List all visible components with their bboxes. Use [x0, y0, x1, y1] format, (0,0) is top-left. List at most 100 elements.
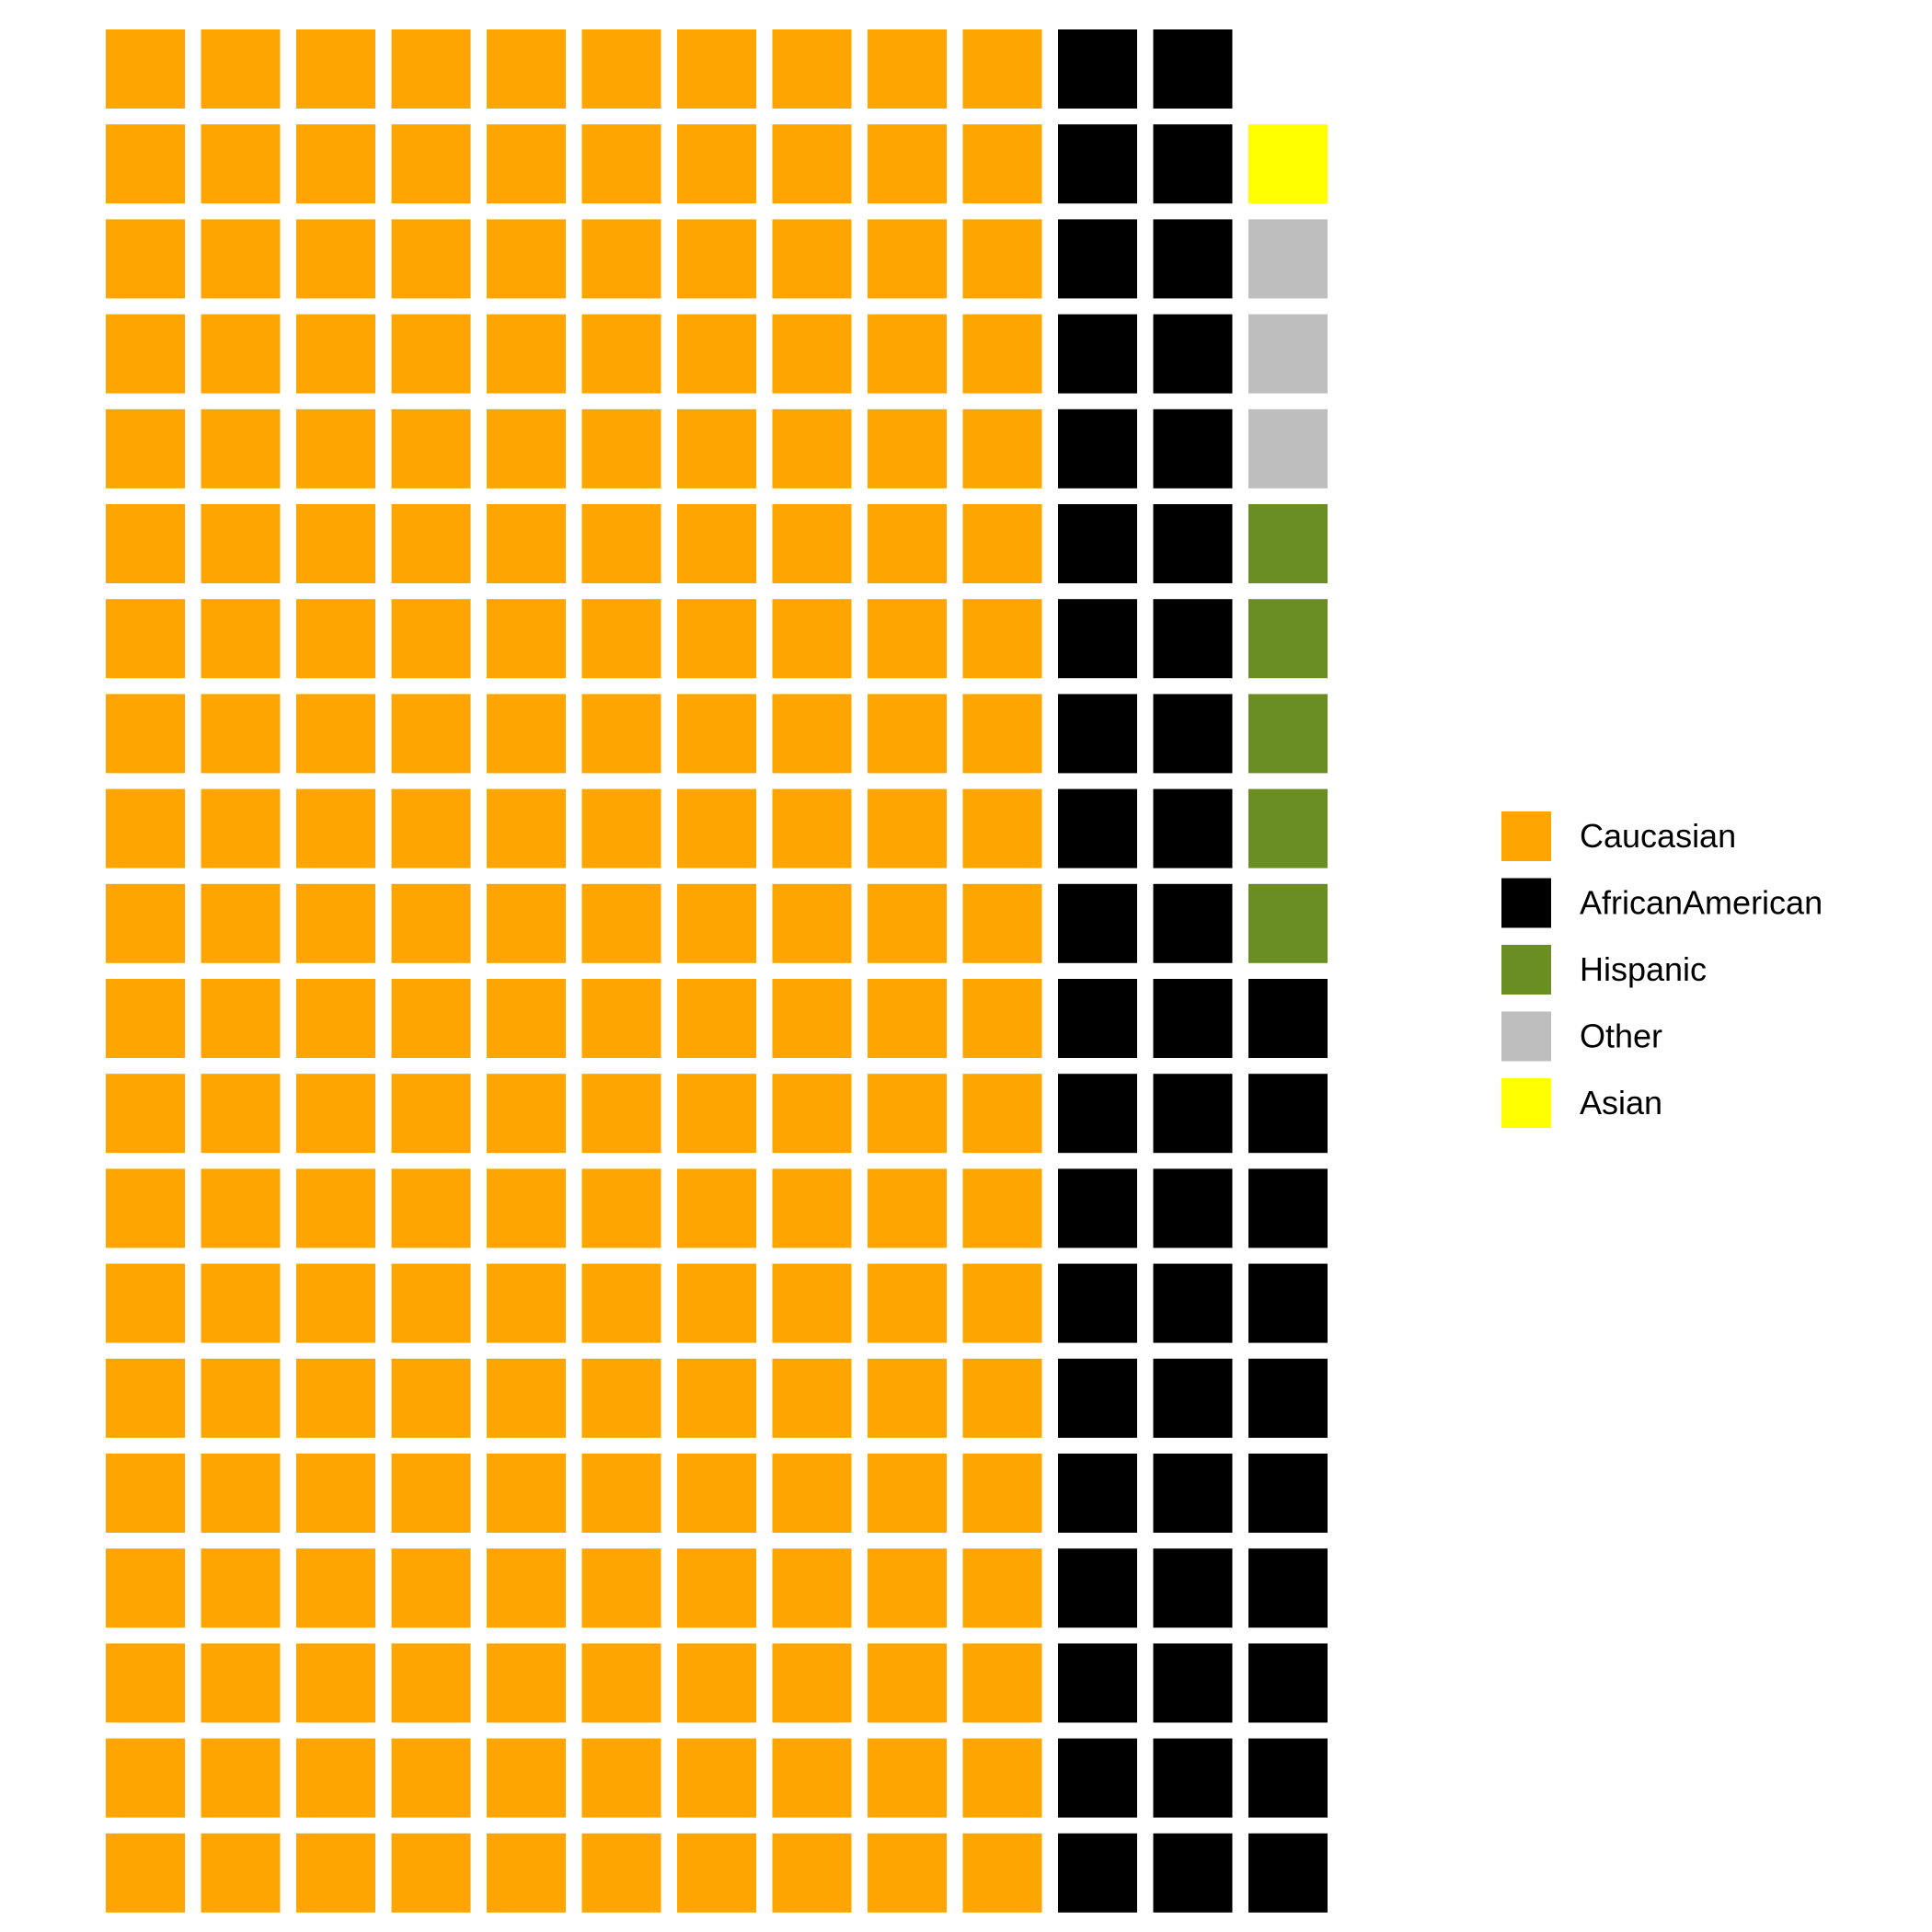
legend-label-asian: Asian — [1580, 1084, 1662, 1121]
waffle-cell-caucasian — [868, 219, 947, 299]
waffle-cell-caucasian — [296, 694, 375, 774]
waffle-cell-africanamerican — [1248, 1738, 1328, 1818]
waffle-cell-caucasian — [106, 124, 185, 204]
waffle-cell-africanamerican — [1058, 314, 1137, 394]
waffle-cell-caucasian — [677, 504, 756, 583]
waffle-cell-africanamerican — [1058, 788, 1137, 868]
waffle-cell-caucasian — [868, 979, 947, 1058]
waffle-cell-caucasian — [772, 1454, 852, 1533]
waffle-cell-caucasian — [391, 1643, 471, 1723]
waffle-cell-africanamerican — [1058, 1833, 1137, 1913]
waffle-cell-caucasian — [868, 1548, 947, 1628]
waffle-cell-caucasian — [581, 1263, 661, 1343]
legend: Caucasian AfricanAmerican Hispanic Other Asi… — [1501, 811, 1823, 1128]
waffle-cell-caucasian — [581, 788, 661, 868]
waffle-cell-caucasian — [677, 788, 756, 868]
waffle-cell-caucasian — [962, 124, 1042, 204]
waffle-cell-caucasian — [487, 504, 566, 583]
waffle-cell-caucasian — [487, 314, 566, 394]
waffle-cell-caucasian — [962, 788, 1042, 868]
waffle-cell-caucasian — [201, 1263, 281, 1343]
waffle-cell-africanamerican — [1058, 1074, 1137, 1154]
waffle-cell-caucasian — [868, 1833, 947, 1913]
waffle-cell-caucasian — [391, 1738, 471, 1818]
waffle-cell-caucasian — [201, 1168, 281, 1248]
waffle-cell-caucasian — [487, 1263, 566, 1343]
waffle-cell-africanamerican — [1153, 408, 1233, 489]
waffle-cell-caucasian — [391, 1168, 471, 1248]
waffle-cell-africanamerican — [1058, 219, 1137, 299]
waffle-cell-caucasian — [772, 788, 852, 868]
waffle-cell-caucasian — [677, 883, 756, 963]
waffle-cell-caucasian — [106, 883, 185, 963]
waffle-cell-africanamerican — [1248, 1168, 1328, 1248]
waffle-cell-caucasian — [581, 1454, 661, 1533]
waffle-cell-africanamerican — [1058, 979, 1137, 1058]
waffle-cell-caucasian — [962, 219, 1042, 299]
waffle-cell-caucasian — [962, 1548, 1042, 1628]
waffle-cell-caucasian — [868, 1358, 947, 1438]
waffle-cell-africanamerican — [1153, 1168, 1233, 1248]
waffle-cell-other — [1248, 408, 1328, 489]
waffle-cell-africanamerican — [1153, 1833, 1233, 1913]
waffle-cell-caucasian — [772, 979, 852, 1058]
waffle-cell-caucasian — [868, 694, 947, 774]
waffle-cell-caucasian — [487, 979, 566, 1058]
waffle-cell-caucasian — [296, 1454, 375, 1533]
waffle-cell-caucasian — [487, 408, 566, 489]
waffle-cell-caucasian — [868, 504, 947, 583]
waffle-cell-africanamerican — [1153, 1454, 1233, 1533]
legend-key-asian — [1501, 1078, 1551, 1128]
waffle-cell-caucasian — [677, 1263, 756, 1343]
waffle-cell-caucasian — [581, 408, 661, 489]
waffle-cell-caucasian — [106, 29, 185, 109]
waffle-cell-caucasian — [868, 1168, 947, 1248]
waffle-cell-caucasian — [962, 1454, 1042, 1533]
waffle-cell-caucasian — [487, 1074, 566, 1154]
waffle-cell-caucasian — [106, 1738, 185, 1818]
waffle-cell-caucasian — [868, 883, 947, 963]
waffle-cell-caucasian — [106, 314, 185, 394]
waffle-cell-caucasian — [677, 1738, 756, 1818]
waffle-cell-caucasian — [962, 1738, 1042, 1818]
waffle-cell-caucasian — [772, 1263, 852, 1343]
waffle-cell-africanamerican — [1248, 1263, 1328, 1343]
waffle-cell-caucasian — [962, 1263, 1042, 1343]
waffle-cell-caucasian — [772, 1358, 852, 1438]
waffle-cell-caucasian — [581, 1548, 661, 1628]
waffle-cell-africanamerican — [1058, 1548, 1137, 1628]
waffle-cell-caucasian — [391, 504, 471, 583]
waffle-cell-caucasian — [106, 1643, 185, 1723]
waffle-cell-caucasian — [868, 314, 947, 394]
waffle-cell-caucasian — [581, 979, 661, 1058]
waffle-cell-caucasian — [772, 1738, 852, 1818]
waffle-cell-other — [1248, 219, 1328, 299]
waffle-cell-caucasian — [772, 1548, 852, 1628]
waffle-cell-africanamerican — [1248, 979, 1328, 1058]
waffle-cell-caucasian — [772, 29, 852, 109]
waffle-cell-africanamerican — [1153, 1358, 1233, 1438]
waffle-cell-caucasian — [772, 219, 852, 299]
waffle-cell-caucasian — [201, 883, 281, 963]
waffle-cell-caucasian — [106, 1263, 185, 1343]
waffle-cell-caucasian — [391, 1454, 471, 1533]
waffle-cell-caucasian — [962, 883, 1042, 963]
waffle-cell-caucasian — [772, 1074, 852, 1154]
waffle-cell-caucasian — [962, 599, 1042, 679]
waffle-cell-caucasian — [106, 1074, 185, 1154]
waffle-cell-caucasian — [962, 979, 1042, 1058]
waffle-cell-caucasian — [391, 219, 471, 299]
waffle-cell-caucasian — [487, 694, 566, 774]
waffle-cell-africanamerican — [1058, 883, 1137, 963]
waffle-cell-africanamerican — [1153, 124, 1233, 204]
waffle-cell-africanamerican — [1248, 1358, 1328, 1438]
waffle-cell-caucasian — [296, 1833, 375, 1913]
waffle-cell-africanamerican — [1058, 1168, 1137, 1248]
waffle-cell-caucasian — [581, 1168, 661, 1248]
waffle-cell-caucasian — [962, 29, 1042, 109]
waffle-cell-caucasian — [487, 1358, 566, 1438]
waffle-cell-caucasian — [391, 883, 471, 963]
waffle-cell-caucasian — [106, 979, 185, 1058]
waffle-cell-caucasian — [962, 694, 1042, 774]
waffle-cell-caucasian — [201, 1643, 281, 1723]
